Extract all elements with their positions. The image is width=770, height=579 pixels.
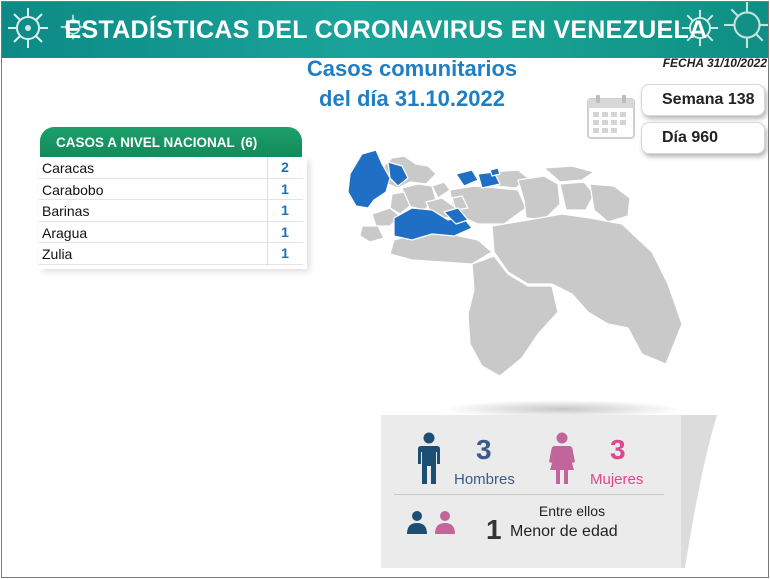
map-region-barinas [393, 207, 473, 241]
state-cases: 1 [281, 245, 289, 261]
table-column-divider [267, 157, 268, 266]
mujeres-label: Mujeres [590, 471, 644, 488]
hombres-count: 3 [476, 434, 492, 465]
day-label: Día 960 [662, 129, 719, 146]
menor-count: 1 [486, 514, 502, 545]
state-cases: 1 [281, 180, 289, 197]
map-region-barinas-east [443, 207, 469, 225]
table-header: CASOS A NIVEL NACIONAL (6) [40, 127, 302, 157]
state-name: Caracas [42, 160, 95, 176]
hombres-label: Hombres [454, 471, 515, 488]
male-icon [418, 432, 440, 484]
date-label: FECHA 31/10/2022 [662, 56, 767, 70]
state-name: Aragua [42, 224, 88, 241]
state-cases: 2 [281, 159, 289, 175]
venezuela-map [347, 149, 683, 377]
virus-icon [8, 8, 48, 48]
state-cases: 1 [281, 202, 289, 218]
virus-icon [681, 9, 719, 47]
demo-curl [681, 415, 717, 568]
calendar-icon [587, 95, 635, 139]
map-region-cojedes [451, 195, 469, 211]
entre-ellos-label: Entre ellos [538, 503, 606, 519]
table-row: Carabobo 1 [39, 179, 303, 200]
table-total: (6) [240, 135, 258, 150]
map-region-bolivar [491, 213, 683, 365]
table-row: Aragua 1 [39, 222, 303, 243]
map-region-sucre [543, 165, 595, 183]
female-icon [549, 432, 575, 484]
demographics-divider [394, 494, 664, 495]
title-line-1: Casos comunitarios [306, 56, 518, 81]
map-region-amazonas [467, 255, 559, 377]
cases-table: Caracas 2 Carabobo 1 Barinas 1 Aragua 1 … [39, 157, 303, 265]
page-title: Casos comunitarios del día 31.10.2022 [262, 54, 562, 114]
state-cases: 1 [281, 223, 289, 240]
map-region-anzoategui [517, 175, 561, 221]
state-name: Zulia [42, 246, 73, 262]
map-region-tachira [359, 225, 385, 243]
map-region-aragua [477, 171, 501, 189]
title-line-2: del día 31.10.2022 [319, 86, 505, 111]
virus-icon [724, 2, 768, 48]
table-row: Zulia 1 [39, 243, 303, 265]
map-region-carabobo [455, 169, 479, 187]
child-pair-icon [407, 511, 455, 534]
virus-icon [60, 14, 86, 40]
map-region-trujillo [389, 191, 411, 215]
map-region-zulia [347, 149, 391, 209]
demo-shadow [442, 400, 682, 418]
state-name: Barinas [42, 203, 90, 219]
week-label: Semana 138 [662, 91, 755, 108]
table-header-label: CASOS A NIVEL NACIONAL [56, 135, 235, 150]
map-region-monagas [559, 181, 595, 211]
page-header-title: ESTADÍSTICAS DEL CORONAVIRUS EN VENEZUEL… [64, 16, 708, 44]
header-bar: ESTADÍSTICAS DEL CORONAVIRUS EN VENEZUEL… [2, 2, 768, 58]
map-region-delta [589, 183, 631, 223]
week-badge: Semana 138 [641, 84, 765, 116]
day-badge: Día 960 [641, 122, 765, 154]
mujeres-count: 3 [610, 434, 626, 465]
state-name: Carabobo [42, 181, 104, 198]
table-row: Caracas 2 [39, 157, 303, 179]
table-row: Barinas 1 [39, 200, 303, 222]
map-region-caracas [489, 167, 501, 177]
map-region-zulia-lake [387, 161, 409, 187]
menor-label: Menor de edad [510, 523, 618, 540]
